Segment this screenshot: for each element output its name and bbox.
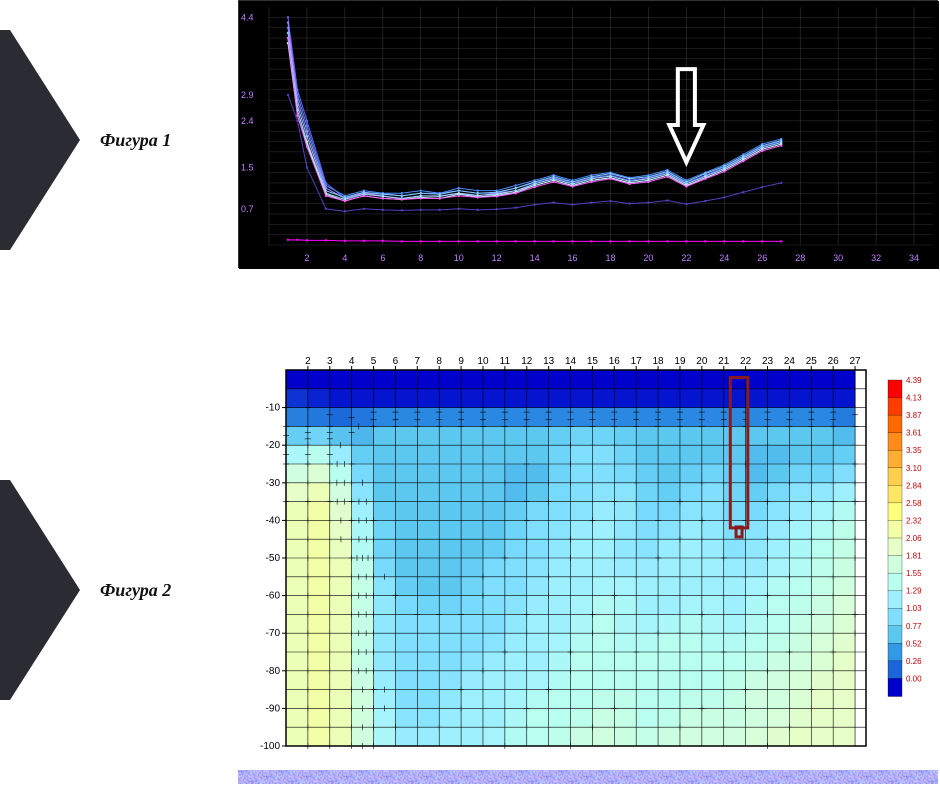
svg-text:3.10: 3.10 — [906, 464, 922, 473]
svg-text:16: 16 — [609, 356, 621, 367]
svg-text:20: 20 — [696, 356, 708, 367]
svg-text:11: 11 — [500, 356, 511, 367]
chevron-1 — [0, 30, 80, 250]
svg-text:-100: -100 — [260, 741, 280, 752]
svg-text:2.32: 2.32 — [906, 516, 922, 525]
svg-text:20: 20 — [643, 253, 653, 263]
svg-text:12: 12 — [521, 356, 533, 367]
figure1-label: Фигура 1 — [100, 130, 171, 151]
svg-text:2.84: 2.84 — [906, 481, 922, 490]
svg-text:3.87: 3.87 — [906, 411, 922, 420]
svg-text:2.9: 2.9 — [241, 90, 254, 100]
svg-text:4.39: 4.39 — [906, 376, 922, 385]
svg-text:14: 14 — [565, 356, 577, 367]
svg-text:7: 7 — [415, 356, 421, 367]
svg-text:34: 34 — [909, 253, 919, 263]
svg-text:2: 2 — [304, 253, 309, 263]
svg-text:-50: -50 — [266, 553, 281, 564]
svg-text:1.29: 1.29 — [906, 587, 922, 596]
contour-heatmap: 2345678910111213141516171819202122232425… — [238, 350, 938, 754]
svg-text:26: 26 — [828, 356, 840, 367]
svg-text:24: 24 — [784, 356, 796, 367]
svg-text:28: 28 — [795, 253, 805, 263]
svg-text:26: 26 — [757, 253, 767, 263]
svg-text:22: 22 — [681, 253, 691, 263]
svg-text:22: 22 — [740, 356, 752, 367]
svg-text:21: 21 — [718, 356, 730, 367]
svg-text:8: 8 — [418, 253, 423, 263]
svg-text:15: 15 — [587, 356, 599, 367]
svg-text:-80: -80 — [266, 666, 281, 677]
svg-text:2.58: 2.58 — [906, 499, 922, 508]
svg-text:4.13: 4.13 — [906, 394, 922, 403]
svg-text:-90: -90 — [266, 703, 281, 714]
svg-text:32: 32 — [871, 253, 881, 263]
svg-text:17: 17 — [631, 356, 643, 367]
svg-text:10: 10 — [477, 356, 489, 367]
svg-text:27: 27 — [849, 356, 861, 367]
svg-text:2.06: 2.06 — [906, 534, 922, 543]
svg-text:-40: -40 — [266, 515, 281, 526]
svg-text:-10: -10 — [266, 403, 281, 414]
svg-text:1.03: 1.03 — [906, 604, 922, 613]
svg-text:-70: -70 — [266, 628, 281, 639]
svg-text:1.55: 1.55 — [906, 569, 922, 578]
svg-text:18: 18 — [605, 253, 615, 263]
svg-text:-30: -30 — [266, 478, 281, 489]
svg-text:0.77: 0.77 — [906, 622, 922, 631]
svg-text:-20: -20 — [266, 440, 281, 451]
svg-text:14: 14 — [530, 253, 540, 263]
svg-text:5: 5 — [371, 356, 377, 367]
svg-text:4: 4 — [342, 253, 347, 263]
svg-text:0.00: 0.00 — [906, 674, 922, 683]
svg-text:9: 9 — [458, 356, 464, 367]
svg-text:6: 6 — [393, 356, 399, 367]
svg-text:24: 24 — [719, 253, 729, 263]
svg-text:1.81: 1.81 — [906, 552, 922, 561]
svg-text:2.4: 2.4 — [241, 116, 254, 126]
chevron-2 — [0, 480, 80, 700]
svg-text:4: 4 — [349, 356, 355, 367]
line-chart: 2468101214161820222426283032340.71.52.42… — [238, 0, 938, 268]
svg-text:0.52: 0.52 — [906, 639, 922, 648]
svg-text:1.5: 1.5 — [241, 162, 254, 172]
svg-text:12: 12 — [492, 253, 502, 263]
svg-text:8: 8 — [436, 356, 442, 367]
svg-text:3.61: 3.61 — [906, 429, 922, 438]
svg-text:16: 16 — [568, 253, 578, 263]
svg-text:30: 30 — [833, 253, 843, 263]
svg-text:6: 6 — [380, 253, 385, 263]
svg-text:25: 25 — [806, 356, 818, 367]
svg-text:10: 10 — [454, 253, 464, 263]
noise-banner — [238, 770, 938, 784]
figure2-label: Фигура 2 — [100, 580, 171, 601]
svg-text:-60: -60 — [266, 591, 281, 602]
svg-text:0.7: 0.7 — [241, 204, 254, 214]
svg-text:2: 2 — [305, 356, 311, 367]
svg-text:4.4: 4.4 — [241, 12, 254, 22]
svg-text:3: 3 — [327, 356, 333, 367]
svg-text:18: 18 — [653, 356, 665, 367]
svg-text:19: 19 — [674, 356, 686, 367]
svg-text:23: 23 — [762, 356, 774, 367]
svg-text:0.26: 0.26 — [906, 657, 922, 666]
svg-text:13: 13 — [543, 356, 555, 367]
svg-text:3.35: 3.35 — [906, 446, 922, 455]
